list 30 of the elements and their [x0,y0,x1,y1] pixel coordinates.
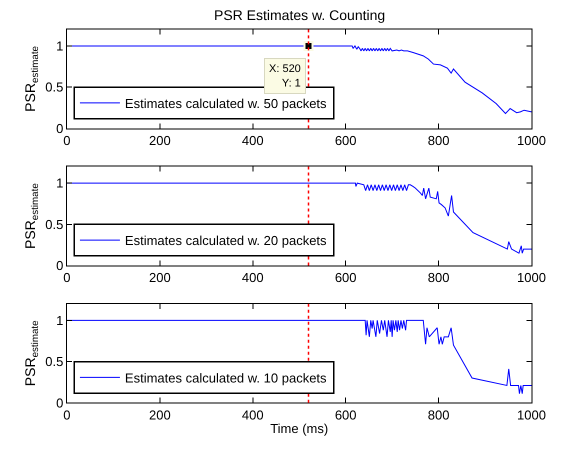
annotation: X: 520 Y: 1 [269,63,301,90]
x-tick-label: 400 [242,407,264,422]
y-tick-label: 0.5 [45,354,64,370]
x-tick-label: 400 [242,132,264,148]
x-tick-label: 200 [148,407,171,422]
y-tick-label: 0 [56,395,64,410]
x-tick-label: 800 [428,407,450,422]
legend-label: Estimates calculated w. 20 packets [124,233,328,248]
x-tick-label: 600 [334,270,357,286]
x-tick-label: 600 [334,132,357,148]
x-tick-label: 800 [428,270,450,286]
y-tick-label: 0.5 [45,216,64,232]
y-tick-label: 1 [56,176,64,191]
x-tick-label: 600 [334,407,357,422]
y-tick-label: 0 [56,258,64,274]
x-tick-label: 1000 [517,407,546,422]
y-tick-label: 0.5 [45,80,64,95]
y-tick-label: 1 [56,38,64,54]
x-tick-label: 1000 [517,132,546,148]
chart-title: PSR Estimates w. Counting [214,7,386,23]
x-tick-label: 800 [428,132,450,148]
x-tick-label: 400 [242,270,264,286]
legend-label: Estimates calculated w. 10 packets [124,370,328,386]
x-tick-label: 200 [148,270,171,286]
legend-label: Estimates calculated w. 50 packets [124,96,328,111]
y-tick-label: 1 [56,312,64,328]
x-axis-title: Time (ms) [270,420,328,436]
y-tick-label: 0 [56,120,64,136]
x-tick-label: 1000 [517,270,546,286]
x-tick-label: 200 [148,132,171,148]
